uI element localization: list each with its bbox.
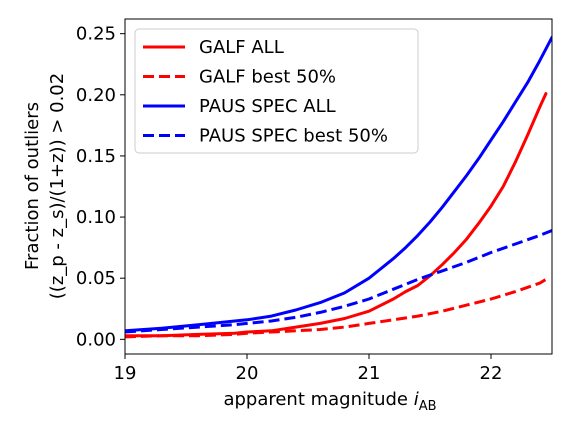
y-tick-label-2: 0.10 [76,207,116,228]
y-tick-label-5: 0.25 [76,24,116,45]
series-layer [125,35,552,339]
legend-frame [134,28,419,154]
x-tick-label-2: 21 [358,363,381,384]
y-axis-title-line2: ((z_p - z_s)/(1+z)) > 0.02 [47,73,68,299]
series-line-2 [125,35,552,333]
legend: GALF ALL GALF best 50% PAUS SPEC ALL PAUS S… [134,28,419,154]
x-tick-label-1: 20 [236,363,259,384]
legend-label-3: PAUS SPEC best 50% [199,126,388,147]
plot-frame [124,18,553,355]
legend-label-0: GALF ALL [199,37,284,58]
y-tick-label-1: 0.05 [76,268,116,289]
x-axis-title: apparent magnitude iAB [223,389,436,414]
x-axis-title-subscript: AB [419,399,437,414]
y-axis-ticks: 0.00 0.05 0.10 0.15 0.20 0.25 [76,24,125,350]
y-axis-title: Fraction of outliers ((z_p - z_s)/(1+z))… [22,73,68,299]
x-axis-ticks: 19 20 21 22 [114,354,503,384]
x-axis-title-text: apparent magnitude [223,389,408,410]
x-tick-label-3: 22 [480,363,503,384]
y-tick-label-4: 0.20 [76,85,116,106]
legend-label-2: PAUS SPEC ALL [199,96,336,117]
y-tick-label-3: 0.15 [76,146,116,167]
x-tick-label-0: 19 [114,363,137,384]
y-axis-title-line1: Fraction of outliers [22,102,43,270]
legend-label-1: GALF best 50% [199,67,336,88]
series-line-1 [125,278,547,339]
y-tick-label-0: 0.00 [76,329,116,350]
series-line-3 [125,229,552,334]
x-axis-title-symbol: i [414,389,419,410]
